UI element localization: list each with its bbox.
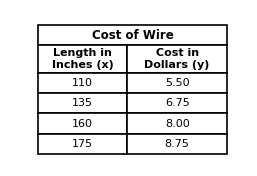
Bar <box>38 93 127 113</box>
Text: 5.50: 5.50 <box>165 78 189 88</box>
Bar <box>127 73 227 93</box>
Text: Length in
Inches (x): Length in Inches (x) <box>52 48 113 70</box>
Text: 160: 160 <box>72 118 93 128</box>
Bar <box>127 45 227 73</box>
Text: 6.75: 6.75 <box>165 98 190 108</box>
Bar <box>38 45 127 73</box>
Bar <box>127 134 227 154</box>
Text: 110: 110 <box>72 78 93 88</box>
Bar <box>38 113 127 134</box>
Bar <box>127 113 227 134</box>
Text: Cost in
Dollars (y): Cost in Dollars (y) <box>144 48 210 70</box>
Text: 8.00: 8.00 <box>165 118 190 128</box>
Text: 175: 175 <box>72 139 93 149</box>
Text: 8.75: 8.75 <box>165 139 190 149</box>
Bar <box>127 93 227 113</box>
Text: Cost of Wire: Cost of Wire <box>92 29 173 42</box>
Text: 135: 135 <box>72 98 93 108</box>
Bar <box>38 25 227 45</box>
Bar <box>38 134 127 154</box>
Bar <box>38 73 127 93</box>
